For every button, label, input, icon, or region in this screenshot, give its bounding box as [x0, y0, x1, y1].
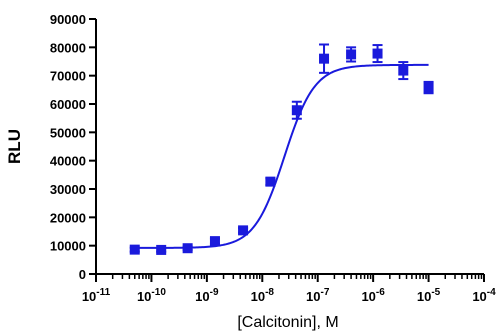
point-marker: [265, 176, 276, 187]
y-tick-label: 50000: [50, 125, 86, 140]
point-marker: [209, 236, 220, 247]
point-marker: [319, 53, 330, 64]
y-tick-label: 40000: [50, 154, 86, 169]
point-marker: [346, 49, 357, 60]
x-tick-label: 10-5: [417, 287, 441, 304]
point-marker: [291, 105, 302, 116]
x-tick-label: 10-9: [195, 287, 219, 304]
point-marker: [182, 243, 193, 254]
point-marker: [156, 244, 167, 255]
data-point: [372, 44, 383, 64]
data-point: [129, 244, 140, 255]
data-point: [238, 225, 249, 236]
data-point: [265, 176, 276, 187]
data-point: [209, 236, 220, 247]
y-tick-label: 70000: [50, 69, 86, 84]
y-tick-label: 0: [79, 267, 86, 282]
point-marker: [238, 225, 249, 236]
data-point: [182, 243, 193, 254]
x-tick-label: 10-7: [306, 287, 330, 304]
x-tick-label: 10-6: [361, 287, 385, 304]
data-point: [346, 46, 357, 63]
y-axis-title: RLU: [5, 129, 24, 164]
x-tick-label: 10-10: [137, 287, 166, 304]
data-point: [319, 43, 330, 74]
point-marker: [423, 82, 434, 93]
y-tick-label: 10000: [50, 239, 86, 254]
point-marker: [129, 244, 140, 255]
x-tick-label: 10-11: [82, 287, 111, 304]
data-point: [423, 80, 434, 95]
x-tick-label: 10-8: [251, 287, 275, 304]
data-points: [129, 43, 434, 255]
point-marker: [372, 48, 383, 59]
y-tick-label: 60000: [50, 97, 86, 112]
data-point: [291, 100, 302, 120]
y-tick-label: 20000: [50, 210, 86, 225]
data-point: [156, 244, 167, 255]
x-axis-title: [Calcitonin], M: [237, 314, 338, 331]
y-tick-label: 90000: [50, 12, 86, 27]
y-tick-label: 80000: [50, 40, 86, 55]
x-axis-ticks: 10-11 10-10 10-9 10-8 10-7 10-6 10-5 10-4: [82, 274, 496, 304]
data-point: [398, 61, 409, 81]
fit-curve: [134, 63, 429, 249]
x-tick-label: 10-4: [472, 287, 496, 304]
y-axis-ticks: 0 10000 20000 30000 40000 50000 60000 70000 8000…: [50, 12, 96, 282]
y-tick-label: 30000: [50, 182, 86, 197]
point-marker: [398, 65, 409, 76]
